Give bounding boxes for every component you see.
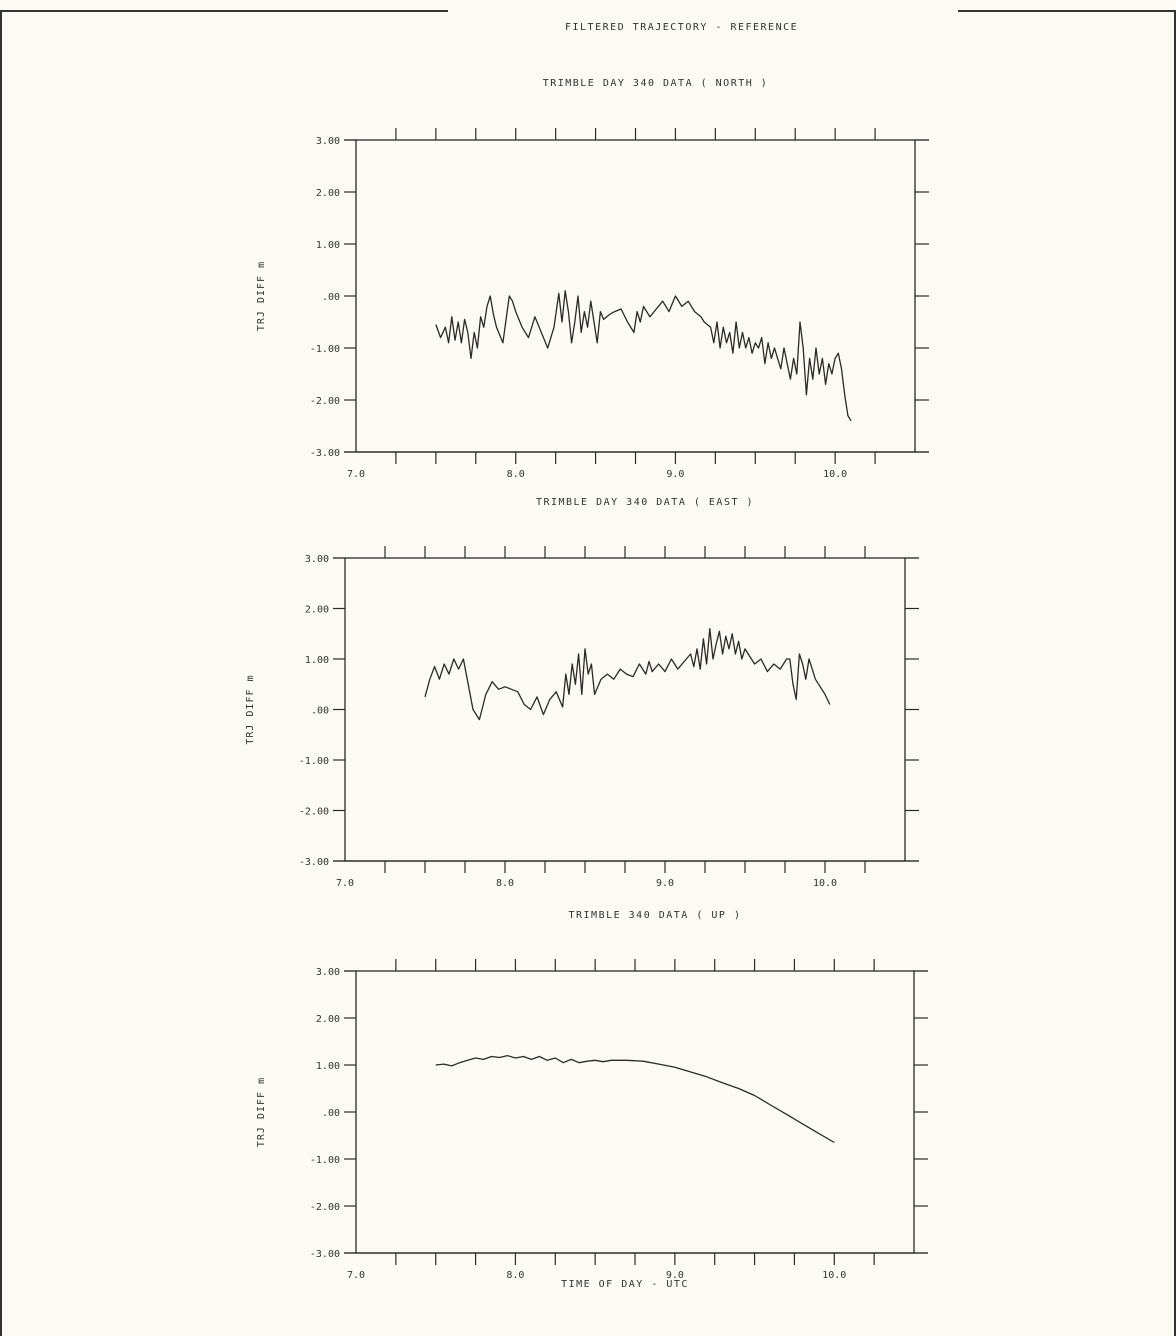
series-line: [435, 290, 852, 422]
y-tick-label: -2.00: [299, 807, 329, 818]
plot-frame: [355, 139, 916, 453]
x-tick-label: 10.0: [813, 878, 837, 889]
plot-frame: [355, 970, 915, 1254]
y-tick-label: -2.00: [310, 396, 340, 407]
page-title: FILTERED TRAJECTORY - REFERENCE: [565, 22, 799, 33]
x-tick-label: 7.0: [347, 469, 365, 480]
y-tick-label: 1.00: [305, 655, 329, 666]
left-border: [0, 10, 2, 1336]
y-tick-label: -3.00: [310, 448, 340, 459]
y-tick-label: 3.00: [305, 554, 329, 565]
chart-title: TRIMBLE DAY 340 DATA ( EAST ): [536, 497, 754, 508]
y-tick-label: 1.00: [316, 240, 340, 251]
x-tick-label: 7.0: [347, 1270, 365, 1281]
y-tick-label: 1.00: [316, 1061, 340, 1072]
x-tick-label: 9.0: [666, 469, 684, 480]
y-tick-label: 3.00: [316, 967, 340, 978]
y-tick-label: -1.00: [299, 756, 329, 767]
x-axis-label: TIME OF DAY - UTC: [561, 1279, 689, 1290]
y-tick-label: .00: [322, 292, 340, 303]
x-tick-label: 10.0: [822, 1270, 846, 1281]
y-tick-label: 2.00: [316, 1014, 340, 1025]
x-tick-label: 8.0: [507, 469, 525, 480]
x-tick-label: 10.0: [823, 469, 847, 480]
plot-frame: [344, 557, 906, 862]
y-tick-label: 3.00: [316, 136, 340, 147]
chart-3: TRIMBLE 340 DATA ( UP ) 7.0 8.0 9.0 10.0 3.00…: [256, 910, 928, 1290]
y-axis-label: TRJ DIFF m: [256, 261, 267, 331]
y-tick-label: -2.00: [310, 1202, 340, 1213]
chart-title: TRIMBLE 340 DATA ( UP ): [569, 910, 742, 921]
series-line: [424, 628, 831, 721]
top-left-border: [0, 10, 448, 12]
y-axis-label: TRJ DIFF m: [245, 674, 256, 744]
y-tick-label: .00: [322, 1108, 340, 1119]
y-tick-label: -3.00: [310, 1249, 340, 1260]
y-tick-label: -1.00: [310, 344, 340, 355]
chart-1: TRIMBLE DAY 340 DATA ( NORTH ) 7.0 8.0 9.0 1…: [256, 78, 929, 480]
y-tick-label: 2.00: [316, 188, 340, 199]
x-tick-label: 9.0: [666, 1270, 684, 1281]
y-tick-label: 2.00: [305, 605, 329, 616]
x-tick-label: 9.0: [656, 878, 674, 889]
y-tick-label: -1.00: [310, 1155, 340, 1166]
chart-title: TRIMBLE DAY 340 DATA ( NORTH ): [543, 78, 769, 89]
series-line: [435, 1054, 835, 1144]
top-right-border: [958, 10, 1176, 12]
chart-2: TRIMBLE DAY 340 DATA ( EAST ) 7.0 8.0 9.0 10…: [245, 497, 919, 889]
right-border: [1174, 10, 1176, 1336]
x-tick-label: 8.0: [506, 1270, 524, 1281]
y-axis-label: TRJ DIFF m: [256, 1077, 267, 1147]
x-tick-label: 7.0: [336, 878, 354, 889]
y-tick-label: -3.00: [299, 857, 329, 868]
x-tick-label: 8.0: [496, 878, 514, 889]
y-tick-label: .00: [311, 706, 329, 717]
